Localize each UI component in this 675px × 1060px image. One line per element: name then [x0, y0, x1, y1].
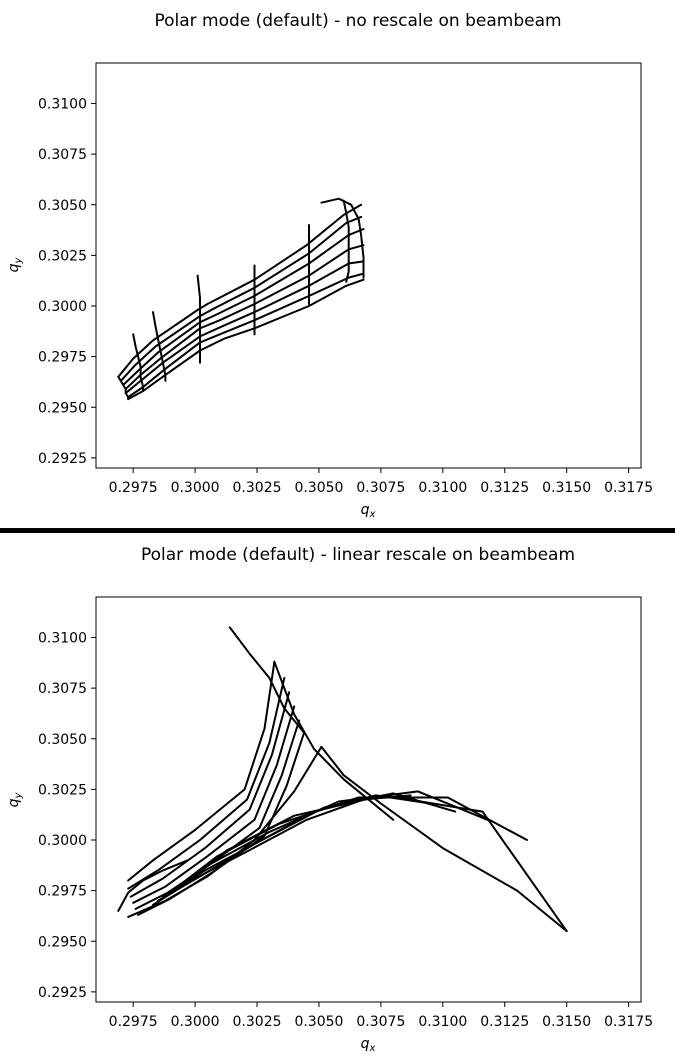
y-tick-label: 0.3000: [38, 833, 87, 849]
series-line-5: [127, 272, 365, 399]
y-tick-label: 0.3100: [38, 97, 87, 113]
x-tick-label: 0.2975: [109, 1014, 158, 1030]
y-tick-label: 0.3075: [38, 147, 87, 163]
series-line-10: [196, 274, 201, 364]
plot-frame: [95, 62, 642, 469]
y-tick-label: 0.3025: [38, 782, 87, 798]
y-tick-label: 0.2975: [38, 884, 87, 900]
x-tick-label: 0.3050: [294, 1014, 343, 1030]
series-line-4: [124, 260, 365, 395]
series-line-7: [117, 375, 130, 401]
series-line-14: [320, 197, 365, 279]
x-tick-label: 0.3175: [604, 1014, 653, 1030]
x-axis-label: qx: [361, 1036, 376, 1054]
x-tick-label: 0.3125: [480, 1014, 529, 1030]
x-tick-label: 0.3050: [294, 480, 343, 496]
x-tick-label: 0.3100: [418, 1014, 467, 1030]
x-tick-label: 0.3075: [356, 480, 405, 496]
x-axis-label: qx: [361, 502, 376, 520]
x-axis: 0.2975 0.3000 0.3025 0.3050 0.3075 0.3100 0.31…: [109, 1002, 653, 1030]
series-line-0: [127, 660, 276, 882]
y-tick-label: 0.3100: [38, 631, 87, 647]
chart-no-rescale: Polar mode (default) - no rescale on bea…: [6, 11, 653, 520]
series-line-1: [127, 677, 286, 890]
y-tick-label: 0.3025: [38, 248, 87, 264]
series-line-8: [132, 333, 145, 392]
series-line-0: [117, 203, 363, 378]
x-tick-label: 0.3025: [233, 1014, 282, 1030]
series-line-15: [320, 745, 568, 933]
x-tick-label: 0.3025: [233, 480, 282, 496]
y-tick-label: 0.3050: [38, 198, 87, 214]
series-line-3: [132, 705, 296, 904]
x-tick-label: 0.3075: [356, 1014, 405, 1030]
series-line-2: [129, 691, 291, 898]
series-line-8: [156, 794, 432, 902]
y-axis: 0.2925 0.2950 0.2975 0.3000 0.3025 0.3050 0.30…: [38, 631, 96, 1001]
y-tick-label: 0.2950: [38, 934, 87, 950]
x-tick-label: 0.3125: [480, 480, 529, 496]
y-axis-label: qy: [6, 792, 24, 808]
series-line-13: [342, 199, 350, 283]
x-tick-label: 0.3150: [542, 1014, 591, 1030]
series-line-2: [122, 228, 365, 386]
y-axis-label: qy: [6, 257, 24, 273]
x-tick-label: 0.3150: [542, 480, 591, 496]
chart-title: Polar mode (default) - linear rescale on…: [141, 545, 575, 565]
plot-area: [117, 626, 568, 933]
x-tick-label: 0.2975: [109, 480, 158, 496]
series-line-14: [273, 660, 395, 821]
series-line-3: [124, 244, 365, 390]
y-tick-label: 0.3000: [38, 299, 87, 315]
y-tick-label: 0.2950: [38, 400, 87, 416]
plot-area: [117, 197, 365, 401]
series-line-9: [152, 311, 167, 382]
plot-frame: [95, 596, 642, 1003]
series-line-7: [152, 794, 412, 906]
series-line-12: [186, 794, 568, 933]
series-line-16: [228, 626, 306, 734]
y-axis: 0.2925 0.2950 0.2975 0.3000 0.3025 0.3050 0.30…: [38, 97, 96, 467]
chart-linear-rescale: Polar mode (default) - linear rescale on…: [6, 545, 653, 1054]
y-tick-label: 0.2975: [38, 350, 87, 366]
y-tick-label: 0.3050: [38, 732, 87, 748]
x-tick-label: 0.3000: [171, 1014, 220, 1030]
x-tick-label: 0.3100: [418, 480, 467, 496]
series-line-1: [119, 215, 363, 382]
y-tick-label: 0.2925: [38, 985, 87, 1001]
series-line-9: [161, 792, 457, 898]
chart-title: Polar mode (default) - no rescale on bea…: [154, 11, 561, 31]
x-tick-label: 0.3175: [604, 480, 653, 496]
y-tick-label: 0.2925: [38, 451, 87, 467]
x-axis: 0.2975 0.3000 0.3025 0.3050 0.3075 0.3100 0.31…: [109, 468, 653, 496]
series-line-13: [117, 859, 189, 912]
x-tick-label: 0.3000: [171, 480, 220, 496]
series-line-6: [127, 278, 365, 401]
y-tick-label: 0.3075: [38, 681, 87, 697]
panel-divider: [0, 528, 675, 533]
